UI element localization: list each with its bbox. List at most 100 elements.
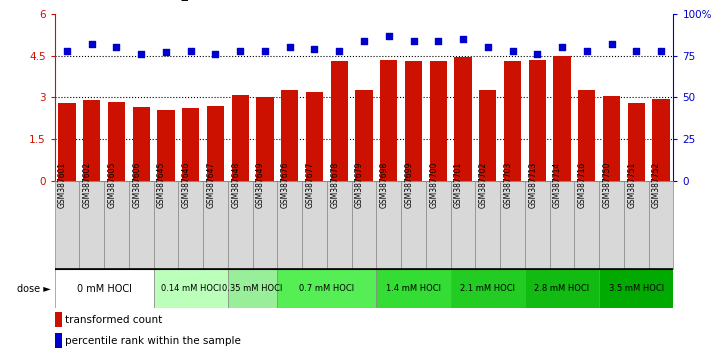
Bar: [232, 95, 249, 181]
Bar: [207, 105, 224, 181]
Bar: [649, 181, 673, 269]
Point: [111, 45, 122, 50]
Text: 0 mM HOCl: 0 mM HOCl: [76, 284, 132, 293]
Text: 2.8 mM HOCl: 2.8 mM HOCl: [534, 284, 590, 293]
Bar: [553, 56, 571, 181]
Bar: [306, 92, 323, 181]
Text: GSM387716: GSM387716: [578, 162, 587, 208]
Bar: [352, 181, 376, 269]
Bar: [529, 60, 546, 181]
Text: GSM387645: GSM387645: [157, 162, 166, 208]
Point: [160, 50, 172, 55]
Point: [507, 48, 518, 53]
Text: 3.5 mM HOCl: 3.5 mM HOCl: [609, 284, 664, 293]
Point: [234, 48, 246, 53]
Bar: [129, 181, 154, 269]
Text: GSM387601: GSM387601: [58, 162, 67, 208]
Bar: [652, 99, 670, 181]
Bar: [157, 110, 175, 181]
Bar: [451, 269, 525, 308]
Bar: [550, 181, 574, 269]
Bar: [504, 61, 521, 181]
Bar: [624, 181, 649, 269]
Text: GSM387702: GSM387702: [479, 162, 488, 208]
Bar: [104, 181, 129, 269]
Bar: [599, 181, 624, 269]
Bar: [578, 90, 596, 181]
Bar: [525, 269, 599, 308]
Text: percentile rank within the sample: percentile rank within the sample: [65, 336, 241, 346]
Bar: [574, 181, 599, 269]
Text: GSM387678: GSM387678: [331, 162, 339, 208]
Bar: [79, 181, 104, 269]
Bar: [228, 269, 277, 308]
Text: 1.4 mM HOCl: 1.4 mM HOCl: [386, 284, 441, 293]
Text: GSM387602: GSM387602: [83, 162, 92, 208]
Point: [61, 48, 73, 53]
Bar: [281, 90, 298, 181]
Text: GSM387714: GSM387714: [553, 162, 562, 208]
Text: GSM387701: GSM387701: [454, 162, 463, 208]
Point: [482, 45, 494, 50]
Point: [210, 51, 221, 57]
Bar: [203, 181, 228, 269]
Point: [185, 48, 197, 53]
Bar: [83, 100, 100, 181]
Bar: [380, 60, 397, 181]
Point: [333, 48, 345, 53]
Text: GSM387605: GSM387605: [108, 162, 116, 208]
Bar: [479, 90, 496, 181]
Bar: [376, 181, 401, 269]
Text: GSM387606: GSM387606: [132, 162, 141, 208]
Bar: [475, 181, 500, 269]
Bar: [331, 61, 348, 181]
Bar: [628, 103, 645, 181]
Bar: [599, 269, 673, 308]
Bar: [154, 269, 228, 308]
Text: dose ►: dose ►: [17, 284, 51, 293]
Point: [259, 48, 271, 53]
Bar: [277, 181, 302, 269]
Text: GSM387698: GSM387698: [380, 162, 389, 208]
Point: [309, 46, 320, 52]
Point: [135, 51, 147, 57]
Point: [284, 45, 296, 50]
Text: GSM387679: GSM387679: [355, 162, 364, 208]
Bar: [426, 181, 451, 269]
Text: GSM387647: GSM387647: [207, 162, 215, 208]
Bar: [327, 181, 352, 269]
Point: [408, 38, 419, 44]
Bar: [182, 108, 199, 181]
Point: [531, 51, 543, 57]
Bar: [253, 181, 277, 269]
Bar: [55, 333, 62, 348]
Text: 0.35 mM HOCl: 0.35 mM HOCl: [223, 284, 282, 293]
Point: [457, 36, 469, 42]
Bar: [376, 269, 451, 308]
Point: [655, 48, 667, 53]
Bar: [500, 181, 525, 269]
Bar: [405, 61, 422, 181]
Text: GSM387646: GSM387646: [182, 162, 191, 208]
Bar: [55, 269, 154, 308]
Text: GSM387677: GSM387677: [306, 162, 314, 208]
Text: GSM387750: GSM387750: [603, 162, 612, 208]
Bar: [228, 181, 253, 269]
Text: GSM387752: GSM387752: [652, 162, 661, 208]
Bar: [256, 97, 274, 181]
Point: [383, 33, 395, 39]
Point: [606, 41, 617, 47]
Text: transformed count: transformed count: [65, 315, 162, 325]
Text: GSM387703: GSM387703: [504, 162, 513, 208]
Bar: [154, 181, 178, 269]
Text: GSM387649: GSM387649: [256, 162, 265, 208]
Point: [358, 38, 370, 44]
Text: GSM387700: GSM387700: [430, 162, 438, 208]
Bar: [451, 181, 475, 269]
Text: 2.1 mM HOCl: 2.1 mM HOCl: [460, 284, 515, 293]
Bar: [355, 90, 373, 181]
Bar: [55, 181, 79, 269]
Bar: [58, 103, 76, 181]
Point: [630, 48, 642, 53]
Text: GSM387699: GSM387699: [405, 162, 414, 208]
